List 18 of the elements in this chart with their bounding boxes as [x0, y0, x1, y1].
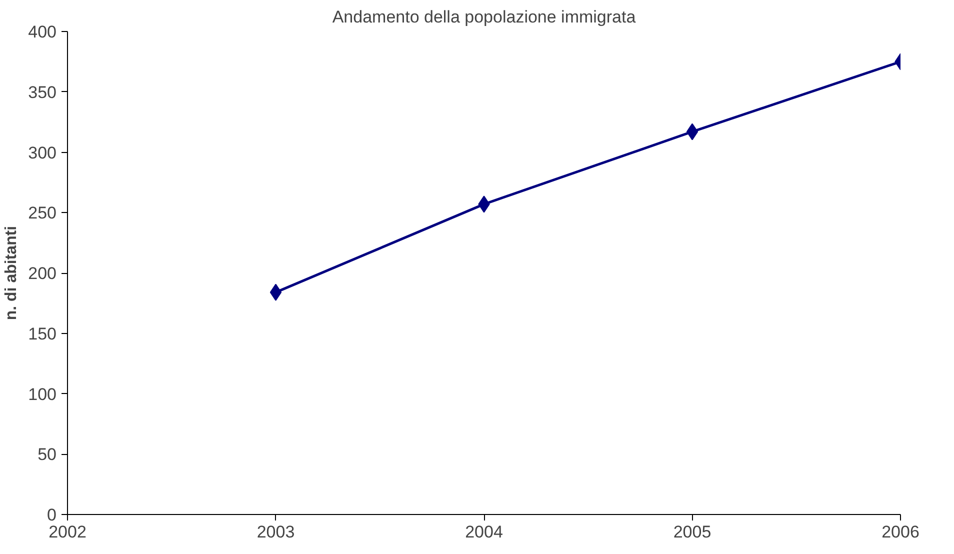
point: [686, 123, 698, 140]
y-tick-label: 300: [28, 143, 57, 162]
chart-title: Andamento della popolazione immigrata: [332, 8, 636, 26]
y-axis-title: n. di abitanti: [3, 226, 20, 320]
point: [270, 284, 282, 301]
x-tick-label: 2004: [465, 522, 503, 542]
y-tick-label: 100: [28, 384, 57, 404]
y-tick-label: 200: [28, 264, 57, 283]
y-tick-label: 250: [28, 204, 57, 223]
x-tick-label: 2003: [256, 522, 295, 542]
y-tick-label: 50: [38, 445, 57, 464]
x-tick-label: 2005: [673, 522, 712, 542]
y-tick-label: 0: [47, 506, 57, 524]
y-tick-label: 400: [28, 22, 57, 42]
y-tick-label: 150: [28, 324, 57, 344]
x-tick-label: 2006: [882, 522, 920, 542]
y-tick-label: 350: [28, 82, 57, 102]
x-tick-label: 2002: [48, 522, 86, 542]
